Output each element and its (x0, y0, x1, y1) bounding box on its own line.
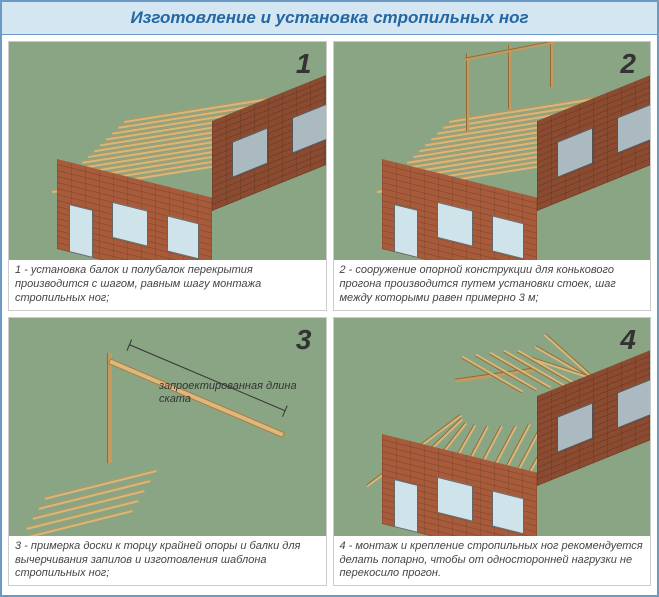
step-number: 3 (296, 324, 312, 356)
panel-4-scene: 4 (334, 318, 651, 536)
ridge-post (508, 45, 511, 109)
title-bar: Изготовление и установка стропильных ног (2, 2, 657, 35)
panel-3-caption: 3 - примерка доски к торцу крайней опоры… (9, 536, 326, 585)
panel-3: 3 запроектированная длина ската 3 - прим… (8, 317, 327, 587)
panel-4: 4 (333, 317, 652, 587)
page-title: Изготовление и установка стропильных ног (2, 8, 657, 28)
wall-side (537, 66, 650, 211)
panel-1-scene: 1 (9, 42, 326, 260)
panel-2-scene: 2 (334, 42, 651, 260)
rafter-post (107, 353, 112, 463)
panel-2: 2 (333, 41, 652, 311)
step-number: 1 (296, 48, 312, 80)
panel-3-scene: 3 запроектированная длина ската (9, 318, 326, 536)
panel-4-caption: 4 - монтаж и крепление стропильных ног р… (334, 536, 651, 585)
slope-length-annotation: запроектированная длина ската (159, 380, 326, 406)
corner-beams (19, 416, 169, 526)
panel-2-caption: 2 - сооружение опорной конструкции для к… (334, 260, 651, 309)
ridge-post (550, 42, 553, 87)
panel-1-caption: 1 - установка балок и полубалок перекрыт… (9, 260, 326, 309)
step-number: 4 (620, 324, 636, 356)
step-number: 2 (620, 48, 636, 80)
wall-side (212, 66, 325, 211)
ridge-post (466, 53, 469, 131)
panel-1: 1 (8, 41, 327, 311)
panels-grid: 1 (2, 35, 657, 592)
